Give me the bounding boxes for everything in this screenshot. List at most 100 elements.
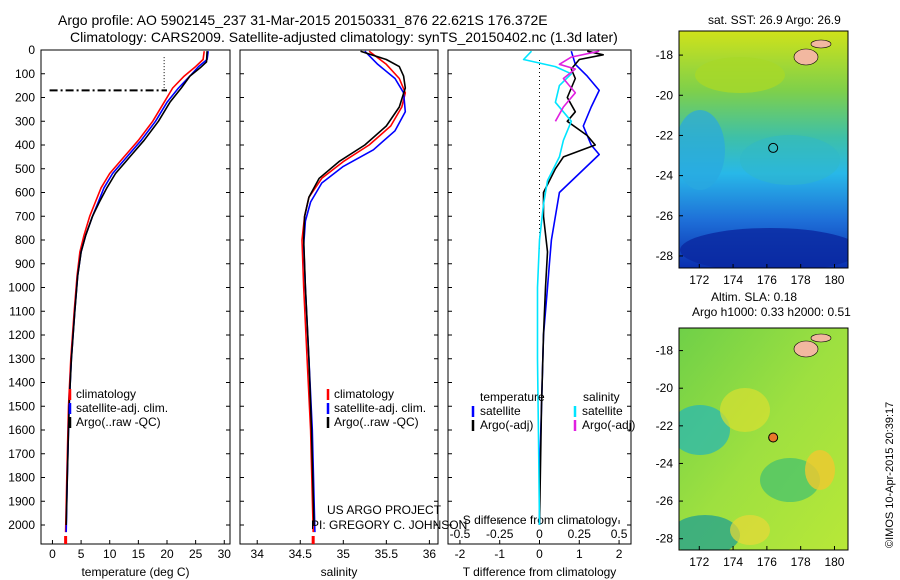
sst_map-lon-label: 174 bbox=[723, 273, 743, 287]
temperature-xtick-label: 5 bbox=[78, 547, 85, 561]
imos-timestamp: ©IMOS 10-Apr-2015 20:39:17 bbox=[884, 402, 896, 548]
sla-map-green-patch bbox=[760, 458, 820, 502]
header-line2: Climatology: CARS2009. Satellite-adjuste… bbox=[70, 29, 618, 45]
depth-tick-label: 1600 bbox=[8, 423, 35, 437]
panel-salinity: 34 34.5 35 35.5 36 salinity climatologysatelli… bbox=[239, 49, 439, 579]
sla_map-lon-label: 172 bbox=[689, 555, 709, 569]
depth-tick-label: 300 bbox=[15, 114, 35, 128]
depth-tick-label: 400 bbox=[15, 138, 35, 152]
sla_map-lon-label: 178 bbox=[791, 555, 811, 569]
diff-legend-label: satellite bbox=[480, 404, 521, 418]
sla_map-lon-label: 176 bbox=[757, 555, 777, 569]
depth-tick-label: 1200 bbox=[8, 328, 35, 342]
sla_map-lat-label: -26 bbox=[656, 494, 674, 508]
difference-xtick-label: -1 bbox=[494, 547, 505, 561]
salinity-xlabel: salinity bbox=[321, 565, 358, 579]
salinity-xtick-label: 34 bbox=[251, 547, 265, 561]
sla-map-orange-patch bbox=[805, 450, 835, 490]
sla-map-frame bbox=[678, 327, 849, 551]
sla_map-lon-label: 174 bbox=[723, 555, 743, 569]
diff-legend-label: Argo(-adj) bbox=[582, 418, 635, 432]
temperature-xtick-label: 10 bbox=[103, 547, 117, 561]
credit-pi: PI: GREGORY C. JOHNSON bbox=[311, 518, 467, 532]
sst_map-lon-label: 178 bbox=[791, 273, 811, 287]
diff-legend-group-salinity: salinity bbox=[583, 390, 620, 404]
depth-tick-label: 1000 bbox=[8, 281, 35, 295]
difference-xtick-label: 0 bbox=[536, 547, 543, 561]
sst-map-warm-patch bbox=[695, 57, 785, 93]
depth-tick-label: 0 bbox=[28, 43, 35, 57]
salinity-legend-label: Argo(..raw -QC) bbox=[334, 415, 419, 429]
difference-xtick-label: 1 bbox=[576, 547, 583, 561]
salinity-diff-tick-label: 0.25 bbox=[568, 527, 592, 541]
salinity-xtick-label: 34.5 bbox=[289, 547, 313, 561]
difference-xtick-label: -2 bbox=[455, 547, 466, 561]
salinity-line-1 bbox=[302, 50, 407, 533]
diff-legend-label: satellite bbox=[582, 404, 623, 418]
temperature-line-0 bbox=[64, 51, 205, 533]
temperature-xtick-label: 30 bbox=[218, 547, 232, 561]
salinity-legend-label: climatology bbox=[334, 387, 394, 401]
sst_map-lat-label: -26 bbox=[656, 209, 674, 223]
sst_map-lat-label: -24 bbox=[656, 169, 674, 183]
difference-line-3 bbox=[554, 50, 600, 122]
sla_map-lat-label: -28 bbox=[656, 532, 674, 546]
sst_map-lat-label: -20 bbox=[656, 88, 674, 102]
sst-map-frame bbox=[678, 30, 849, 269]
sst_map-lon-label: 180 bbox=[824, 273, 844, 287]
sla_map-lat-label: -22 bbox=[656, 419, 674, 433]
sst-map: sat. SST: 26.9 Argo: 26.9 172 174 176 178 18… bbox=[656, 13, 849, 287]
depth-tick-label: 2000 bbox=[8, 518, 35, 532]
depth-tick-label: 200 bbox=[15, 91, 35, 105]
depth-tick-label: 100 bbox=[15, 67, 35, 81]
panel-difference: -2 -1 0 1 2 T difference from climatology -0.5… bbox=[447, 49, 635, 579]
temperature-legend-label: Argo(..raw -QC) bbox=[76, 415, 161, 429]
sla-map: Altim. SLA: 0.18 Argo h1000: 0.33 h2000:… bbox=[656, 290, 851, 569]
depth-tick-label: 1500 bbox=[8, 399, 35, 413]
difference-xtick-label: 2 bbox=[616, 547, 623, 561]
diff-legend-group-temperature: temperature bbox=[480, 390, 545, 404]
diff-legend-label: Argo(-adj) bbox=[480, 418, 533, 432]
sla_map-lon-label: 180 bbox=[824, 555, 844, 569]
salinity-diff-tick-label: 0 bbox=[536, 527, 543, 541]
depth-tick-label: 800 bbox=[15, 233, 35, 247]
sst_map-lat-label: -22 bbox=[656, 128, 674, 142]
temperature-xtick-label: 0 bbox=[49, 547, 56, 561]
sst-map-cool-patch bbox=[679, 110, 725, 190]
sst_map-lon-label: 176 bbox=[757, 273, 777, 287]
depth-tick-label: 1100 bbox=[9, 304, 35, 318]
temperature-xlabel: temperature (deg C) bbox=[81, 565, 189, 579]
depth-tick-label: 1700 bbox=[8, 447, 35, 461]
header-line1: Argo profile: AO 5902145_237 31-Mar-2015… bbox=[58, 12, 548, 28]
depth-tick-label: 600 bbox=[15, 186, 35, 200]
depth-tick-label: 1400 bbox=[8, 376, 35, 390]
depth-tick-label: 1800 bbox=[8, 471, 35, 485]
temperature-frame bbox=[40, 49, 231, 545]
sla-map-cyan-patch bbox=[679, 405, 730, 455]
salinity-xtick-label: 36 bbox=[423, 547, 437, 561]
depth-tick-label: 900 bbox=[15, 257, 35, 271]
salinity-diff-tick-label: -0.25 bbox=[486, 527, 514, 541]
salinity-xtick-label: 35.5 bbox=[375, 547, 399, 561]
temperature-line-1 bbox=[65, 51, 209, 533]
temperature-series-group bbox=[64, 51, 209, 533]
salinity-frame bbox=[239, 49, 439, 545]
sst_map-lat-label: -28 bbox=[656, 249, 674, 263]
sla_map-lat-label: -18 bbox=[656, 344, 674, 358]
temperature-xtick-label: 20 bbox=[160, 547, 174, 561]
sst-map-cold-patch bbox=[680, 228, 848, 268]
salinity-line-0 bbox=[301, 50, 407, 533]
credit-project: US ARGO PROJECT bbox=[327, 503, 442, 517]
island-vanua-levu-2 bbox=[810, 333, 832, 343]
salinity-legend-label: satellite-adj. clim. bbox=[334, 401, 426, 415]
depth-tick-label: 700 bbox=[15, 209, 35, 223]
sst_map-lon-label: 172 bbox=[689, 273, 709, 287]
sst-map-argo-marker bbox=[768, 142, 779, 153]
temperature-legend-label: satellite-adj. clim. bbox=[76, 401, 168, 415]
sst_map-lat-label: -18 bbox=[656, 48, 674, 62]
temperature-legend-label: climatology bbox=[76, 387, 136, 401]
salinity-diff-tick-label: 0.5 bbox=[611, 527, 628, 541]
sla-map-yellow-patch bbox=[720, 388, 770, 432]
sla_map-lat-label: -24 bbox=[656, 456, 674, 470]
